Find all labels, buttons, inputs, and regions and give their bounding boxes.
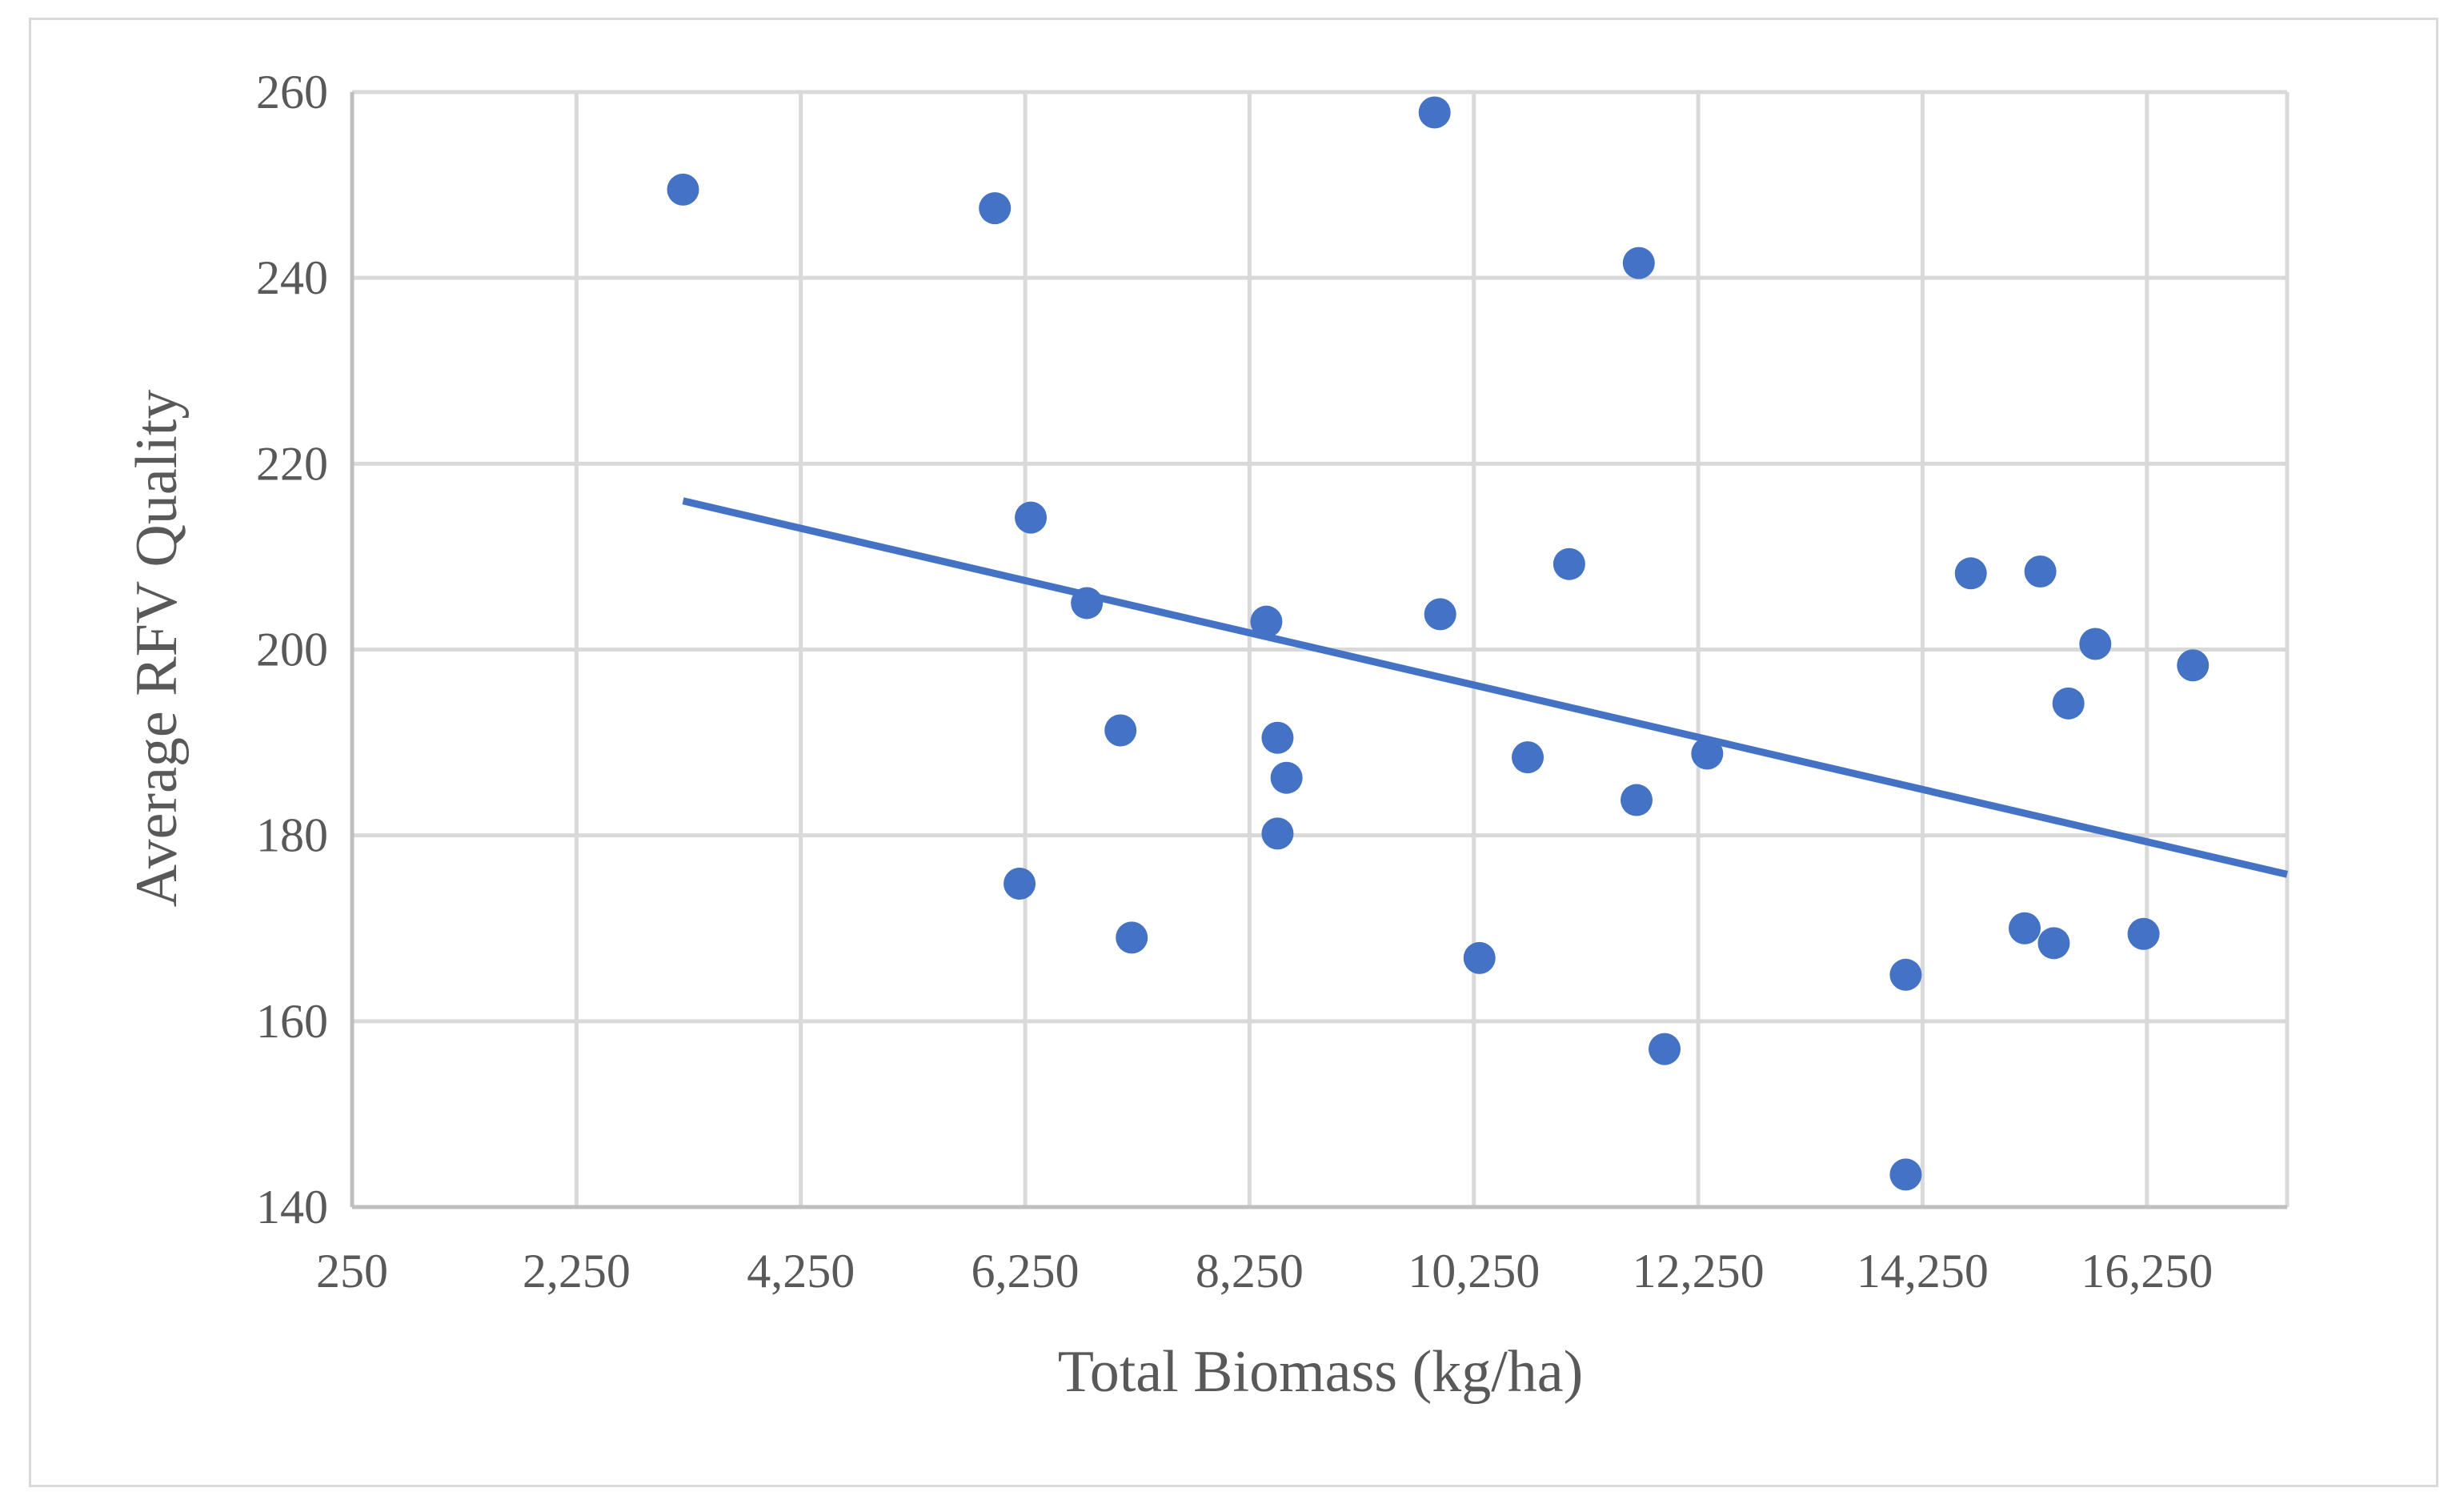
y-tick-label: 140 <box>256 1181 328 1233</box>
y-tick-label: 180 <box>256 809 328 862</box>
tick-labels: 250 2,250 4,250 6,250 8,250 10,250 12,250 14,25… <box>256 66 2213 1297</box>
scatter-point <box>1071 587 1104 620</box>
y-tick-label: 200 <box>256 624 328 676</box>
scatter-point <box>1691 737 1724 770</box>
scatter-point <box>979 192 1012 225</box>
data-points <box>667 96 2210 1191</box>
scatter-point <box>1418 96 1451 129</box>
scatter-point <box>1424 598 1456 631</box>
scatter-point <box>1015 501 1048 534</box>
x-tick-label: 4,250 <box>747 1245 855 1297</box>
axis-layer <box>350 92 2287 1209</box>
scatter-point <box>667 173 699 206</box>
scatter-point <box>2127 917 2160 950</box>
y-axis-title: Average RFV Quality <box>124 390 190 908</box>
scatter-point <box>1004 868 1036 900</box>
x-tick-label: 16,250 <box>2081 1245 2213 1297</box>
scatter-point <box>1261 817 1294 850</box>
scatter-point <box>2177 649 2210 682</box>
y-tick-label: 160 <box>256 995 328 1048</box>
x-tick-label: 250 <box>316 1245 388 1297</box>
y-tick-label: 240 <box>256 251 328 304</box>
scatter-point <box>1463 941 1496 974</box>
scatter-point <box>2079 628 2112 660</box>
scatter-point <box>1512 741 1545 774</box>
y-tick-label: 260 <box>256 66 328 118</box>
scatter-point <box>1649 1033 1681 1065</box>
scatter-point <box>1116 921 1148 954</box>
x-tick-label: 10,250 <box>1408 1245 1540 1297</box>
scatter-point <box>2052 687 2085 720</box>
scatter-point <box>1553 547 1585 580</box>
scatter-point <box>1104 714 1137 747</box>
scatter-point <box>2008 912 2041 944</box>
x-tick-label: 6,250 <box>972 1245 1080 1297</box>
scatter-point <box>1620 784 1653 816</box>
linear-trendline <box>682 497 2289 878</box>
scatter-point <box>1261 721 1294 754</box>
scatter-point <box>2037 927 2070 960</box>
x-tick-label: 2,250 <box>523 1245 631 1297</box>
y-tick-label: 220 <box>256 437 328 490</box>
scatter-point <box>1622 247 1655 279</box>
x-tick-label: 8,250 <box>1196 1245 1304 1297</box>
scatter-point <box>2024 555 2057 588</box>
scatter-point <box>1270 761 1303 794</box>
x-axis-title: Total Biomass (kg/ha) <box>1058 1339 1584 1405</box>
trendline-layer <box>682 497 2289 878</box>
x-tick-label: 12,250 <box>1633 1245 1765 1297</box>
x-tick-label: 14,250 <box>1857 1245 1989 1297</box>
chart-frame <box>29 18 2438 1487</box>
scatter-point <box>1889 1158 1922 1191</box>
scatter-point <box>1250 605 1283 638</box>
scatter-point <box>1954 557 1987 590</box>
scatter-point <box>1889 958 1922 991</box>
